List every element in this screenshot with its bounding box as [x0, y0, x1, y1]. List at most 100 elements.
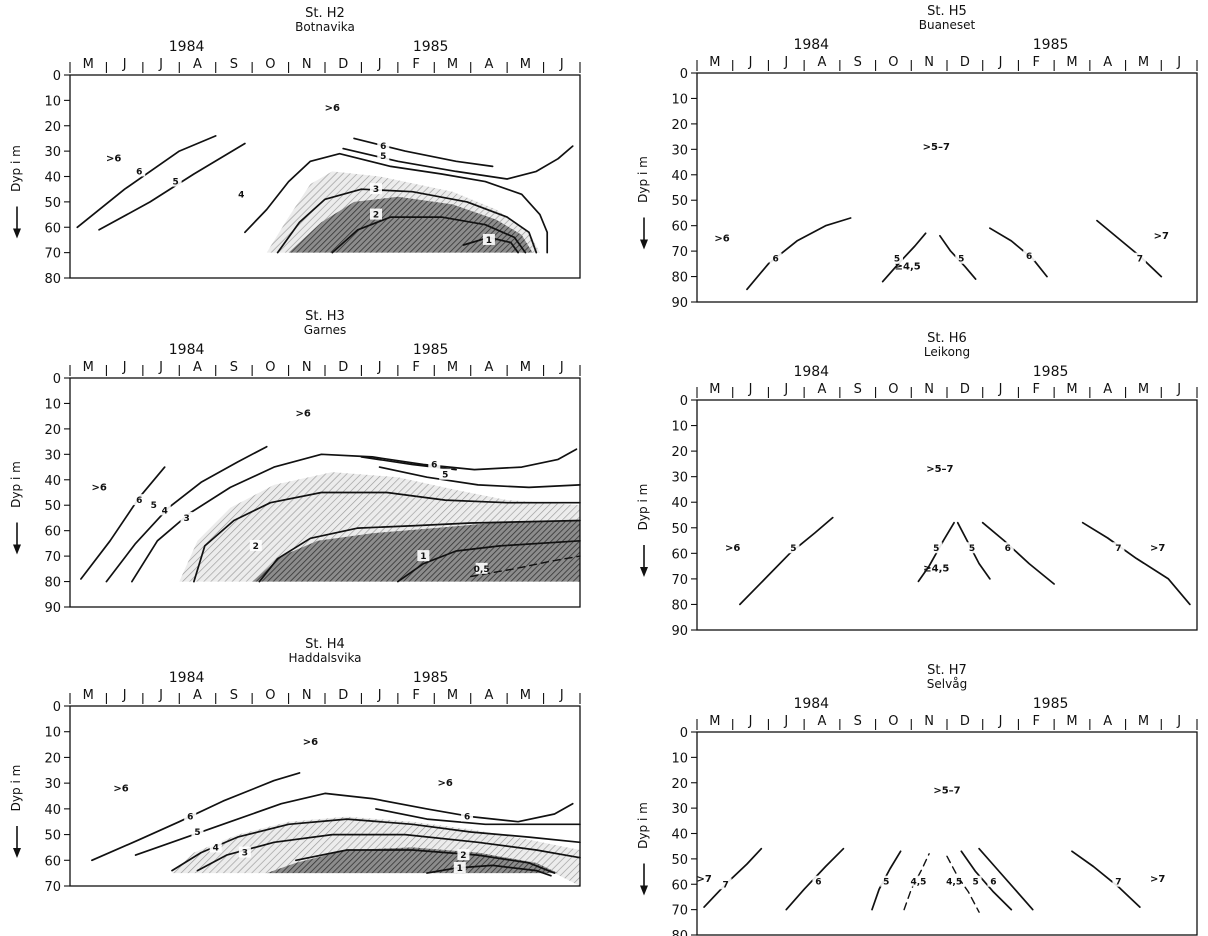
contour-label: 1: [420, 552, 426, 562]
contour-line: [739, 516, 834, 606]
depth-axis-label: Dyp i m: [636, 802, 650, 849]
month-label: M: [447, 57, 458, 72]
month-label: D: [960, 714, 970, 729]
contour-line: [193, 491, 581, 583]
contour-label: 6: [136, 496, 142, 506]
month-label: M: [1066, 55, 1077, 70]
depth-tick-label: 20: [671, 118, 688, 133]
depth-tick-label: 40: [44, 803, 61, 818]
annotation: >7: [696, 874, 711, 885]
contour-label-bg: [769, 252, 782, 264]
contour-label: 7: [722, 880, 728, 890]
contour-label-bg: [169, 175, 182, 187]
plot-frame: [69, 705, 581, 887]
month-label: J: [998, 714, 1003, 729]
month-label: J: [122, 57, 127, 72]
contour-label: 3: [242, 849, 248, 859]
month-label: D: [338, 688, 348, 703]
annotation: >6: [438, 778, 453, 789]
month-label: J: [559, 57, 564, 72]
depth-tick-label: 60: [671, 547, 688, 562]
contour-label: 6: [815, 878, 821, 888]
contour-line: [295, 849, 556, 874]
month-label: A: [1103, 55, 1112, 70]
month-label: A: [818, 714, 827, 729]
depth-tick-label: 0: [53, 69, 61, 84]
month-label: N: [302, 688, 312, 703]
depth-tick-label: 0: [680, 67, 688, 82]
contour-label: 7: [1115, 878, 1121, 888]
contour-line: [378, 466, 581, 489]
depth-axis-label: Dyp i m: [636, 156, 650, 203]
contour-line: [1071, 850, 1141, 908]
contour-label-bg: [370, 208, 382, 220]
month-label: J: [1176, 55, 1181, 70]
depth-tick-label: 70: [671, 573, 688, 588]
depth-tick-label: 40: [671, 828, 688, 843]
depth-tick-label: 30: [671, 802, 688, 817]
month-label: J: [158, 57, 163, 72]
station-name: Buaneset: [919, 18, 976, 32]
year-label: 1984: [169, 342, 205, 358]
depth-tick-label: 10: [671, 92, 688, 107]
month-label: J: [122, 688, 127, 703]
contour-label-bg: [1112, 542, 1125, 554]
month-label: D: [338, 360, 348, 375]
contour-line: [903, 853, 930, 911]
month-label: M: [709, 382, 720, 397]
depth-tick-label: 40: [671, 496, 688, 511]
contour-line: [276, 188, 538, 254]
contour-label-bg: [249, 539, 262, 551]
contour-label: 6: [772, 255, 778, 265]
depth-tick-label: 60: [44, 221, 61, 236]
depth-tick-label: 60: [44, 525, 61, 540]
month-label: F: [412, 57, 419, 72]
contour-label: 6: [380, 142, 386, 152]
month-label: J: [158, 688, 163, 703]
depth-tick-label: 80: [671, 929, 688, 936]
station-name: Haddalsvika: [288, 651, 361, 665]
depth-tick-label: 20: [44, 423, 61, 438]
station-title: St. H2: [305, 6, 345, 21]
depth-tick-label: 20: [44, 751, 61, 766]
month-label: A: [818, 55, 827, 70]
contour-line: [960, 850, 1013, 911]
depth-tick-label: 0: [53, 372, 61, 387]
depth-tick-label: 10: [44, 397, 61, 412]
depth-tick-label: 50: [44, 196, 61, 211]
depth-tick-label: 80: [44, 272, 61, 287]
month-label: N: [302, 57, 312, 72]
annotation: >6: [113, 783, 128, 794]
contour-label-bg: [1133, 252, 1146, 264]
month-label: A: [1103, 714, 1112, 729]
down-arrow-icon: [640, 567, 648, 577]
month-label: J: [377, 688, 382, 703]
down-arrow-icon: [13, 228, 21, 239]
month-label: J: [783, 55, 788, 70]
contour-label-bg: [133, 165, 146, 177]
month-label: M: [447, 360, 458, 375]
month-label: M: [520, 360, 531, 375]
contour-line: [989, 227, 1048, 278]
contour-label: 6: [136, 167, 142, 177]
month-label: M: [709, 55, 720, 70]
month-label: J: [748, 382, 753, 397]
month-label: M: [520, 57, 531, 72]
month-label: A: [484, 360, 493, 375]
contour-line: [746, 217, 852, 291]
month-label: J: [559, 688, 564, 703]
contour-label-bg: [719, 878, 732, 890]
contour-label: 5: [972, 878, 978, 888]
month-label: N: [924, 714, 934, 729]
month-label: M: [1138, 55, 1149, 70]
annotation: >6: [106, 154, 121, 165]
month-label: F: [1033, 55, 1040, 70]
month-label: M: [1138, 382, 1149, 397]
contour-label-bg: [184, 810, 197, 822]
month-label: M: [83, 688, 94, 703]
depth-tick-label: 70: [671, 904, 688, 919]
contour-label: 5: [173, 178, 179, 188]
year-label: 1984: [793, 696, 829, 712]
